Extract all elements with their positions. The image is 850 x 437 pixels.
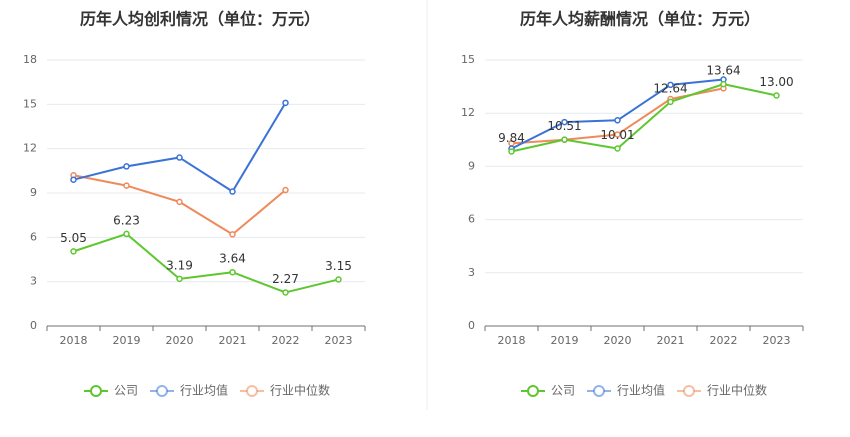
- data-point-industry-mean[interactable]: [614, 117, 621, 124]
- y-tick-label: 12: [23, 142, 37, 155]
- legend-item-industry-mean[interactable]: 行业均值: [150, 383, 228, 398]
- data-point-company[interactable]: [614, 145, 621, 152]
- data-point-company[interactable]: [282, 289, 289, 296]
- y-tick-label: 0: [30, 319, 37, 332]
- y-tick-label: 9: [468, 159, 475, 172]
- chart-title: 历年人均创利情况（单位：万元）: [80, 10, 320, 29]
- data-point-company[interactable]: [229, 268, 236, 276]
- data-label: 5.05: [60, 231, 87, 245]
- data-point-industry-mean[interactable]: [70, 176, 77, 183]
- data-point-company[interactable]: [335, 276, 342, 283]
- y-tick-label: 18: [23, 53, 37, 66]
- legend-marker: [593, 385, 605, 397]
- data-point-company[interactable]: [561, 136, 568, 143]
- legend-item-company[interactable]: 公司: [84, 384, 138, 398]
- x-tick-label: 2019: [551, 334, 579, 347]
- legend-marker: [156, 385, 168, 397]
- data-label: 10.01: [600, 128, 634, 142]
- y-tick-label: 6: [468, 213, 475, 226]
- legend-marker: [90, 385, 102, 397]
- data-label: 13.64: [706, 64, 740, 78]
- x-tick-label: 2022: [710, 334, 738, 347]
- legend-label: 公司: [114, 384, 138, 398]
- y-tick-label: 15: [23, 97, 37, 110]
- y-tick-label: 0: [468, 319, 475, 332]
- data-point-industry-mean[interactable]: [123, 163, 130, 170]
- x-tick-label: 2021: [219, 334, 247, 347]
- x-tick-label: 2023: [325, 334, 353, 347]
- legend-marker: [683, 385, 695, 397]
- data-point-industry-median[interactable]: [229, 231, 236, 238]
- data-point-industry-mean[interactable]: [282, 99, 289, 107]
- data-point-industry-median[interactable]: [123, 182, 130, 189]
- data-label: 10.51: [547, 119, 581, 133]
- y-tick-label: 15: [461, 53, 475, 66]
- legend-item-industry-median[interactable]: 行业中位数: [240, 383, 330, 398]
- legend-marker: [527, 385, 539, 397]
- data-label: 12.64: [653, 81, 687, 95]
- data-point-industry-mean[interactable]: [176, 154, 183, 161]
- y-tick-label: 3: [30, 275, 37, 288]
- legend-item-company[interactable]: 公司: [521, 384, 575, 398]
- series-line-industry-mean: [73, 102, 287, 193]
- data-point-company[interactable]: [720, 80, 727, 88]
- y-tick-label: 6: [30, 230, 37, 243]
- legend-marker: [246, 385, 258, 397]
- data-point-company[interactable]: [123, 230, 130, 238]
- data-label: 3.19: [166, 258, 193, 272]
- chart-title: 历年人均薪酬情况（单位：万元）: [520, 10, 760, 29]
- data-point-industry-median[interactable]: [614, 131, 621, 138]
- salary-per-capita-chart: 历年人均薪酬情况（单位：万元） 0 3 6 9 12 15 2018 2019 2020 2021 2…: [461, 10, 804, 398]
- data-label: 2.27: [272, 272, 299, 286]
- data-point-industry-mean[interactable]: [561, 118, 568, 126]
- data-label: 6.23: [113, 213, 140, 227]
- legend-label: 行业中位数: [270, 383, 330, 398]
- x-tick-label: 2019: [113, 334, 141, 347]
- legend-label: 行业中位数: [707, 383, 767, 398]
- data-label: 13.00: [759, 75, 793, 89]
- legend-item-industry-median[interactable]: 行业中位数: [677, 383, 767, 398]
- profit-per-capita-chart: 历年人均创利情况（单位：万元） 0 3 6 9 12 15 18 2018 2019 2020 202…: [23, 10, 366, 398]
- data-label: 3.64: [219, 252, 246, 266]
- series-line-company: [73, 232, 339, 294]
- y-tick-label: 12: [461, 106, 475, 119]
- x-tick-label: 2022: [272, 334, 300, 347]
- data-point-company[interactable]: [70, 248, 77, 255]
- data-label: 3.15: [325, 259, 352, 273]
- y-tick-label: 9: [30, 186, 37, 199]
- series-line-company: [511, 83, 777, 153]
- x-tick-label: 2020: [166, 334, 194, 347]
- legend-item-industry-mean[interactable]: 行业均值: [587, 383, 665, 398]
- x-tick-label: 2023: [763, 334, 791, 347]
- data-point-company[interactable]: [508, 148, 515, 155]
- legend-label: 行业均值: [180, 383, 228, 398]
- x-tick-label: 2018: [60, 334, 88, 347]
- data-point-industry-mean[interactable]: [667, 81, 674, 89]
- legend-label: 行业均值: [617, 383, 665, 398]
- data-point-industry-mean[interactable]: [229, 188, 236, 195]
- data-point-company[interactable]: [176, 275, 183, 283]
- x-tick-label: 2021: [657, 334, 685, 347]
- data-label: 9.84: [498, 131, 525, 145]
- x-tick-label: 2018: [498, 334, 526, 347]
- data-point-industry-median[interactable]: [282, 186, 289, 194]
- data-point-company[interactable]: [667, 98, 674, 106]
- legend-label: 公司: [551, 384, 575, 398]
- data-point-company[interactable]: [773, 92, 780, 99]
- y-tick-label: 3: [468, 266, 475, 279]
- data-point-industry-median[interactable]: [176, 198, 183, 206]
- x-tick-label: 2020: [604, 334, 632, 347]
